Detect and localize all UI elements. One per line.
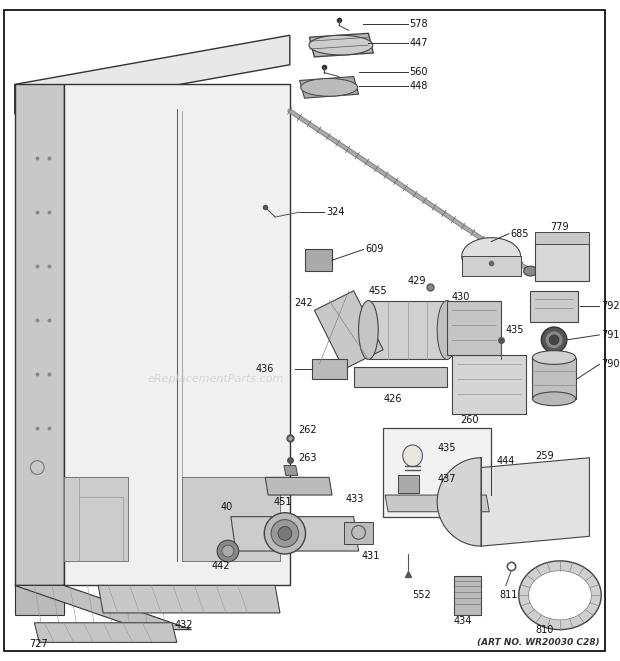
Text: 437: 437 — [437, 475, 456, 485]
Text: 432: 432 — [175, 620, 193, 630]
Ellipse shape — [278, 527, 292, 540]
Polygon shape — [353, 368, 447, 387]
Polygon shape — [64, 477, 128, 561]
Polygon shape — [265, 477, 332, 495]
Ellipse shape — [549, 335, 559, 345]
Ellipse shape — [358, 301, 378, 360]
Text: 242: 242 — [294, 297, 313, 307]
Text: 791: 791 — [601, 330, 620, 340]
Polygon shape — [481, 457, 590, 546]
Polygon shape — [98, 586, 280, 613]
Ellipse shape — [264, 513, 306, 554]
Text: 448: 448 — [410, 81, 428, 91]
Polygon shape — [529, 570, 591, 620]
Polygon shape — [15, 586, 192, 630]
Bar — [398, 475, 420, 493]
Polygon shape — [284, 465, 298, 475]
Polygon shape — [64, 527, 290, 556]
Ellipse shape — [271, 520, 299, 547]
Text: 779: 779 — [550, 222, 569, 232]
Polygon shape — [437, 457, 481, 546]
Text: 436: 436 — [255, 364, 274, 374]
Polygon shape — [309, 33, 373, 57]
Text: 609: 609 — [365, 245, 384, 254]
Text: 431: 431 — [361, 551, 380, 561]
Ellipse shape — [524, 266, 538, 276]
Bar — [383, 428, 491, 517]
Text: 455: 455 — [368, 286, 387, 295]
Ellipse shape — [533, 350, 576, 364]
Polygon shape — [177, 114, 290, 556]
Polygon shape — [536, 232, 590, 243]
Bar — [454, 576, 481, 615]
Polygon shape — [533, 358, 576, 399]
Polygon shape — [15, 85, 64, 586]
Text: 552: 552 — [412, 590, 432, 600]
Text: 442: 442 — [211, 561, 230, 571]
Ellipse shape — [541, 327, 567, 352]
Polygon shape — [519, 561, 601, 630]
Text: 433: 433 — [345, 494, 363, 504]
Text: 426: 426 — [383, 394, 402, 404]
Text: 444: 444 — [496, 455, 515, 465]
Text: 260: 260 — [460, 415, 478, 426]
Text: 810: 810 — [536, 625, 554, 635]
Ellipse shape — [462, 238, 521, 275]
Polygon shape — [231, 517, 358, 551]
Text: eReplacementParts.com: eReplacementParts.com — [148, 374, 285, 384]
Polygon shape — [447, 301, 501, 354]
Bar — [531, 291, 578, 322]
Polygon shape — [314, 291, 383, 369]
Ellipse shape — [222, 545, 234, 557]
Text: 40: 40 — [221, 502, 233, 512]
Text: 429: 429 — [408, 276, 426, 286]
Text: 435: 435 — [506, 325, 525, 335]
Bar — [312, 360, 347, 379]
Text: 578: 578 — [410, 19, 428, 28]
Ellipse shape — [437, 301, 457, 360]
Polygon shape — [64, 85, 290, 586]
Polygon shape — [385, 495, 489, 512]
Text: 430: 430 — [452, 292, 471, 301]
Text: 792: 792 — [601, 301, 620, 311]
Text: 263: 263 — [299, 453, 317, 463]
Bar — [304, 249, 332, 271]
Ellipse shape — [533, 392, 576, 406]
Ellipse shape — [301, 79, 358, 97]
Text: 811: 811 — [499, 590, 518, 600]
Polygon shape — [34, 623, 177, 642]
Polygon shape — [299, 77, 358, 98]
Text: 259: 259 — [536, 451, 554, 461]
Polygon shape — [368, 301, 447, 360]
Ellipse shape — [403, 445, 422, 467]
Polygon shape — [344, 522, 373, 544]
Text: 685: 685 — [511, 229, 529, 239]
Text: 447: 447 — [410, 38, 428, 48]
Polygon shape — [15, 35, 290, 114]
Ellipse shape — [309, 35, 373, 55]
Ellipse shape — [545, 331, 563, 348]
Text: 324: 324 — [326, 207, 345, 217]
Polygon shape — [536, 241, 590, 281]
Text: 262: 262 — [299, 425, 317, 435]
Text: 790: 790 — [601, 360, 620, 369]
Text: 434: 434 — [454, 616, 472, 626]
Text: (ART NO. WR20030 C28): (ART NO. WR20030 C28) — [477, 638, 600, 647]
Polygon shape — [462, 256, 521, 276]
Polygon shape — [182, 477, 280, 561]
Text: 727: 727 — [30, 639, 48, 649]
Text: 560: 560 — [410, 67, 428, 77]
Text: 451: 451 — [273, 497, 291, 507]
Polygon shape — [452, 354, 526, 414]
Ellipse shape — [217, 540, 239, 562]
Polygon shape — [15, 586, 64, 615]
Text: 435: 435 — [437, 443, 456, 453]
